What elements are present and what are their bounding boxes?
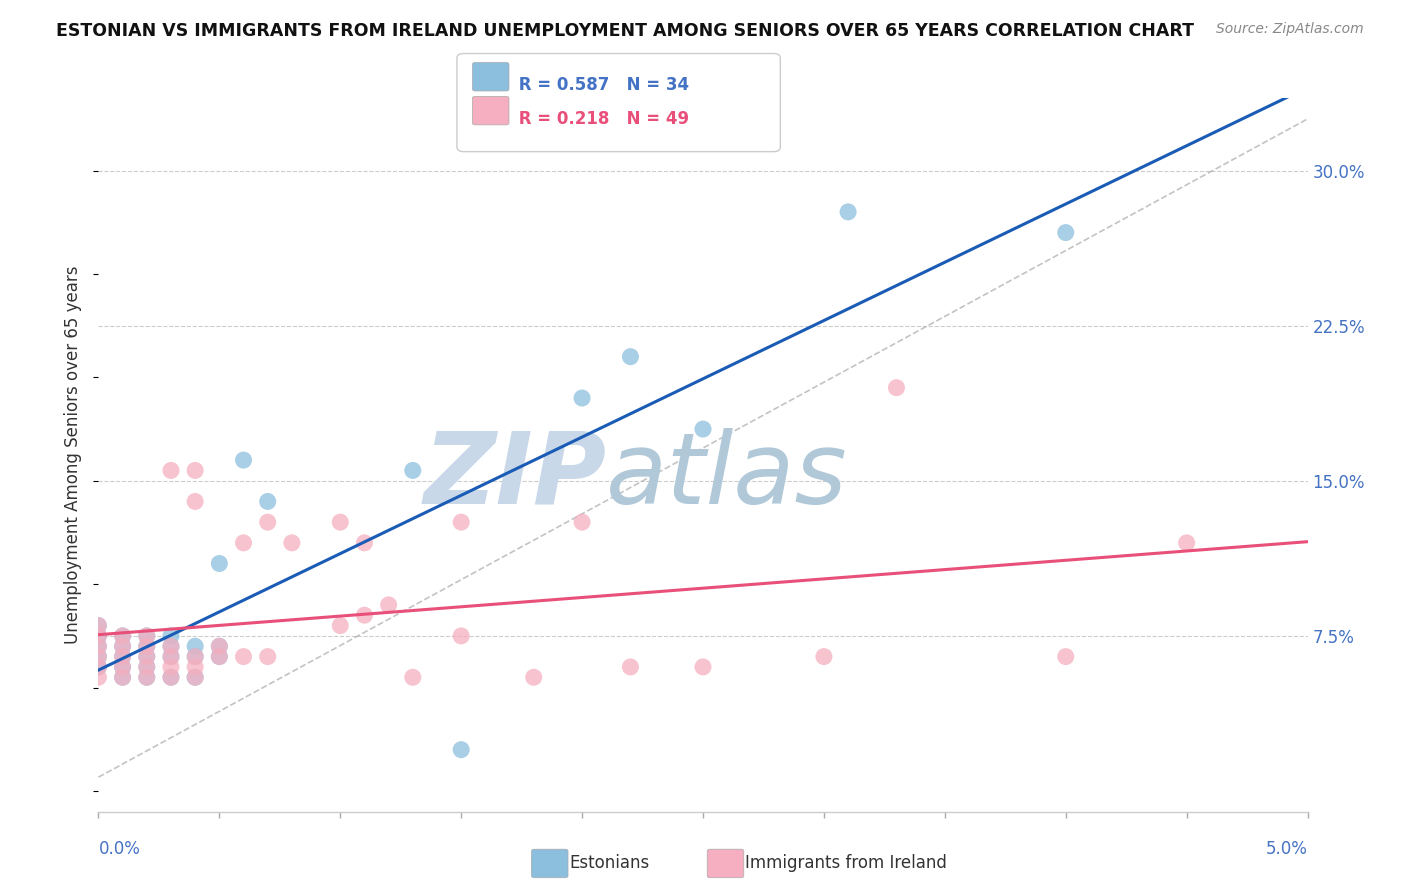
Text: ZIP: ZIP [423, 428, 606, 524]
Y-axis label: Unemployment Among Seniors over 65 years: Unemployment Among Seniors over 65 years [65, 266, 83, 644]
Text: atlas: atlas [606, 428, 848, 524]
Point [135, 639, 157, 653]
Point [377, 598, 399, 612]
Text: Source: ZipAtlas.com: Source: ZipAtlas.com [1216, 22, 1364, 37]
Point [329, 515, 352, 529]
Point [135, 639, 157, 653]
Point [135, 649, 157, 664]
Text: Estonians: Estonians [569, 855, 650, 872]
Point [160, 670, 183, 684]
Point [160, 660, 183, 674]
Point [208, 649, 231, 664]
Point [402, 463, 425, 477]
Point [184, 649, 207, 664]
Point [281, 536, 304, 550]
Point [619, 660, 641, 674]
Point [135, 670, 157, 684]
Text: 5.0%: 5.0% [1265, 840, 1308, 858]
Point [87, 629, 110, 643]
Point [692, 422, 714, 436]
Point [160, 463, 183, 477]
Point [232, 536, 254, 550]
Point [87, 618, 110, 632]
Point [402, 670, 425, 684]
Point [353, 536, 375, 550]
Point [87, 670, 110, 684]
Point [184, 463, 207, 477]
Point [619, 350, 641, 364]
Point [87, 660, 110, 674]
Point [111, 649, 134, 664]
Text: Immigrants from Ireland: Immigrants from Ireland [745, 855, 948, 872]
Point [692, 660, 714, 674]
Point [353, 608, 375, 623]
Point [329, 618, 352, 632]
Point [256, 494, 278, 508]
Point [813, 649, 835, 664]
Point [232, 649, 254, 664]
Point [135, 660, 157, 674]
Point [450, 515, 472, 529]
Point [450, 629, 472, 643]
Point [837, 205, 859, 219]
Point [886, 381, 908, 395]
Point [160, 649, 183, 664]
Point [135, 660, 157, 674]
Point [111, 629, 134, 643]
Point [571, 391, 593, 405]
Text: 0.0%: 0.0% [98, 840, 141, 858]
Point [111, 639, 134, 653]
Point [135, 670, 157, 684]
Point [87, 660, 110, 674]
Point [256, 649, 278, 664]
Text: R = 0.218   N = 49: R = 0.218 N = 49 [513, 110, 689, 128]
Text: R = 0.587   N = 34: R = 0.587 N = 34 [513, 76, 689, 94]
Text: ESTONIAN VS IMMIGRANTS FROM IRELAND UNEMPLOYMENT AMONG SENIORS OVER 65 YEARS COR: ESTONIAN VS IMMIGRANTS FROM IRELAND UNEM… [56, 22, 1194, 40]
Point [111, 629, 134, 643]
Point [256, 515, 278, 529]
Point [87, 649, 110, 664]
Point [208, 557, 231, 571]
Point [87, 618, 110, 632]
Point [184, 494, 207, 508]
Point [111, 670, 134, 684]
Point [160, 639, 183, 653]
Point [87, 639, 110, 653]
Point [111, 660, 134, 674]
Point [184, 649, 207, 664]
Point [1054, 649, 1077, 664]
Point [184, 639, 207, 653]
Point [160, 670, 183, 684]
Point [523, 670, 546, 684]
Point [184, 670, 207, 684]
Point [208, 639, 231, 653]
Point [1175, 536, 1198, 550]
Point [184, 660, 207, 674]
Point [160, 629, 183, 643]
Point [571, 515, 593, 529]
Point [135, 629, 157, 643]
Point [208, 649, 231, 664]
Point [160, 649, 183, 664]
Point [184, 670, 207, 684]
Point [87, 629, 110, 643]
Point [450, 742, 472, 756]
Point [160, 639, 183, 653]
Point [87, 649, 110, 664]
Point [1054, 226, 1077, 240]
Point [87, 639, 110, 653]
Point [208, 639, 231, 653]
Point [111, 660, 134, 674]
Point [232, 453, 254, 467]
Point [135, 629, 157, 643]
Point [111, 670, 134, 684]
Point [111, 649, 134, 664]
Point [111, 639, 134, 653]
Point [135, 649, 157, 664]
